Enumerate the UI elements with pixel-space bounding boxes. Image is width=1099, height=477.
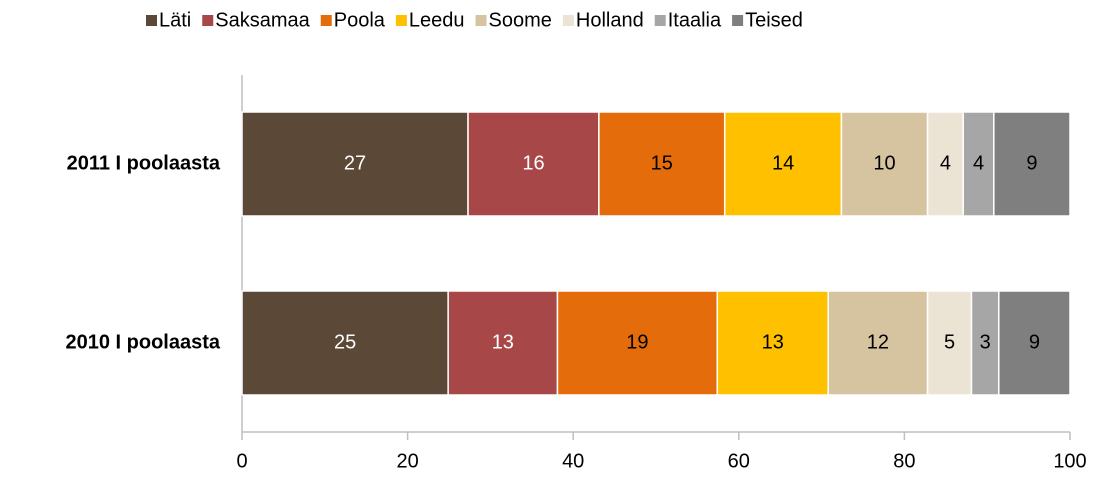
data-label: 4 (940, 152, 951, 174)
bar-segment (970, 290, 1000, 396)
bar-segment (926, 111, 964, 217)
legend-label: Teised (745, 9, 803, 31)
x-tick-label: 60 (728, 450, 750, 472)
bar-segment (827, 290, 929, 396)
data-label: 4 (973, 152, 984, 174)
legend-swatch (395, 15, 407, 26)
data-label: 19 (626, 331, 648, 353)
data-label: 9 (1026, 152, 1037, 174)
legend-label: Itaalia (668, 9, 722, 31)
x-tick-label: 20 (396, 450, 418, 472)
bar-segment (556, 290, 719, 396)
data-label: 14 (772, 152, 794, 174)
legend-label: Saksamaa (215, 9, 310, 31)
data-label: 12 (867, 331, 889, 353)
data-label: 13 (492, 331, 514, 353)
legend-swatch (475, 15, 487, 26)
category-label: 2010 I poolaasta (65, 331, 220, 353)
legend-swatch (202, 15, 214, 26)
bar-segment (467, 111, 600, 217)
legend-swatch (562, 15, 574, 26)
bar-segment (926, 290, 973, 396)
legend-label: Leedu (409, 9, 465, 31)
legend-label: Holland (576, 9, 644, 31)
bar-segment (716, 290, 829, 396)
data-label: 3 (980, 331, 991, 353)
data-label: 16 (522, 152, 544, 174)
bar-segment (998, 290, 1071, 396)
data-label: 10 (873, 152, 895, 174)
x-tick-label: 0 (236, 450, 247, 472)
category-label: 2011 I poolaasta (67, 152, 221, 174)
x-tick-label: 40 (562, 450, 584, 472)
legend-swatch (654, 15, 666, 26)
bar-segment (241, 290, 449, 396)
x-tick-label: 100 (1053, 450, 1086, 472)
legend-swatch (320, 15, 332, 26)
legend-swatch (146, 15, 157, 26)
data-label: 15 (651, 152, 673, 174)
x-tick-label: 80 (893, 450, 915, 472)
data-label: 25 (334, 331, 356, 353)
bar-segment (241, 111, 469, 217)
legend-label: Soome (489, 9, 552, 31)
bar-segment (962, 111, 995, 217)
legend-label: Läti (159, 9, 191, 31)
legend-label: Poola (334, 9, 386, 31)
data-label: 13 (762, 331, 784, 353)
data-label: 5 (944, 331, 955, 353)
data-label: 9 (1029, 331, 1040, 353)
legend-swatch (732, 15, 744, 26)
bar-segment (993, 111, 1071, 217)
data-label: 27 (344, 152, 366, 174)
